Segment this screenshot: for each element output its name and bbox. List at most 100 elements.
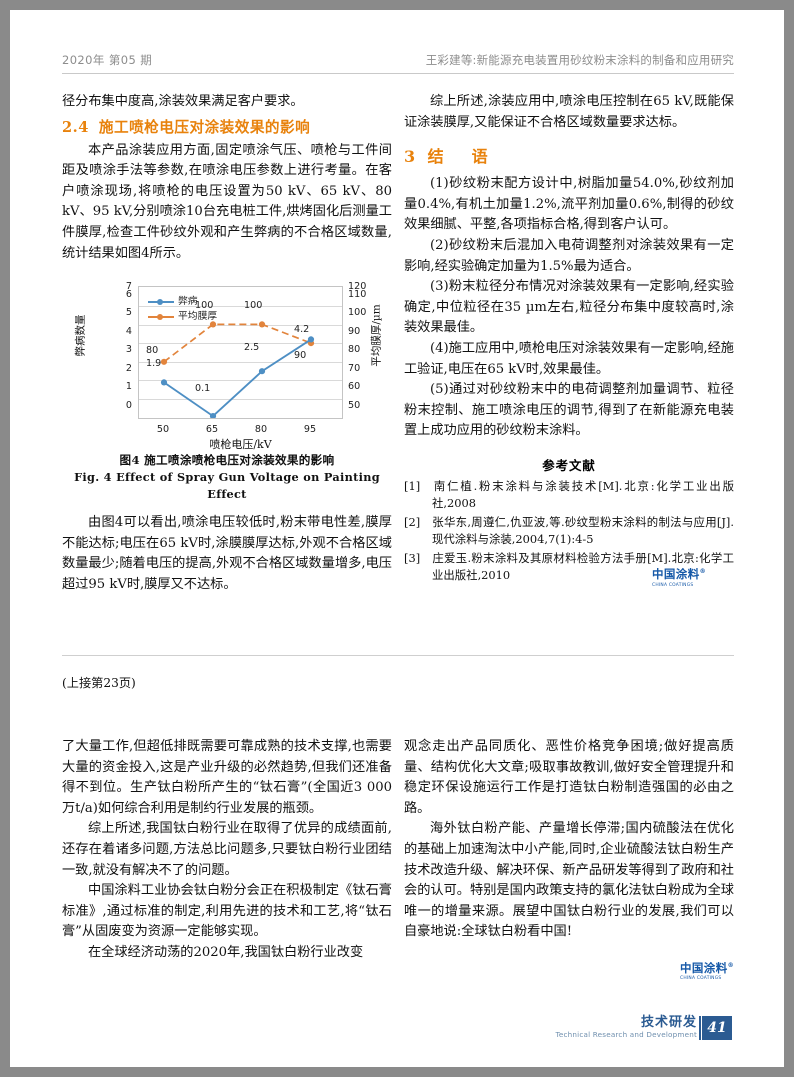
section-title-3: 结 语 — [427, 147, 494, 167]
bottom-left-column: 了大量工作,但超低排既需要可靠成熟的技术支撑,也需要大量的资金投入,这是产业升级… — [62, 737, 392, 964]
section-number: 2.4 — [62, 118, 89, 136]
legend-label-thickness: 平均膜厚 — [178, 311, 218, 323]
x-tick-80: 80 — [254, 424, 268, 436]
data-label-defect-65: 0.1 — [195, 383, 211, 395]
top-right-column: 综上所述,涂装应用中,喷涂电压控制在65 kV,既能保证涂装膜厚,又能保证不合格… — [404, 92, 734, 588]
bottom-paragraph-r1: 观念走出产品同质化、恶性价格竞争困境;做好提高质量、结构优化大文章;吸取事故教训… — [404, 739, 734, 816]
y2-tick-90: 90 — [348, 326, 361, 338]
reference-number-3: [3] — [404, 550, 421, 565]
legend-item-defect: 弊病 — [148, 294, 217, 309]
continued-from-note: (上接第23页) — [62, 676, 136, 690]
x-axis-label: 喷枪电压/kV — [209, 438, 272, 452]
legend-label-defect: 弊病 — [178, 296, 198, 308]
section-title: 施工喷枪电压对涂装效果的影响 — [98, 118, 311, 136]
brand-logo-bottom-cn: 中国涂料® — [680, 960, 735, 975]
conclusion-item-2: (2)砂纹粉末后混加入电荷调整剂对涂装效果有一定影响,经实验确定加量为1.5%最… — [404, 237, 734, 274]
data-label-thickness-65: 100 — [195, 300, 214, 312]
reference-text-1: 南仁植.粉末涂料与涂装技术[M].北京:化学工业出版社,2008 — [432, 478, 734, 511]
reference-item-3: [3] 庄爱玉.粉末涂料及其原材料检验方法手册[M].北京:化学工业出版社,201… — [404, 550, 734, 588]
page-footer: 技术研发 Technical Research and Development … — [62, 1011, 732, 1051]
running-head-rule — [62, 73, 734, 74]
y2-tick-60: 60 — [348, 381, 361, 393]
brand-logo-bottom-en: CHINA COATINGS — [680, 975, 722, 981]
footer-section-label: 技术研发 Technical Research and Development — [555, 1015, 697, 1040]
chart-plot-area — [138, 286, 343, 420]
brand-logo-bottom: 中国涂料® CHINA COATINGS — [680, 957, 735, 981]
running-head: 2020年 第05 期 王彩建等:新能源充电装置用砂纹粉末涂料的制备和应用研究 — [62, 52, 734, 76]
y-tick-7: 7 — [125, 281, 132, 293]
data-label-thickness-80: 100 — [244, 300, 263, 312]
running-head-title: 王彩建等:新能源充电装置用砂纹粉末涂料的制备和应用研究 — [425, 53, 734, 67]
y2-tick-70: 70 — [348, 363, 361, 375]
section-number-3: 3 — [404, 147, 416, 167]
top-left-column: 径分布集中度高,涂装效果满足客户要求。 2.4 施工喷枪电压对涂装效果的影响 本产… — [62, 92, 392, 596]
legend-swatch-thickness-icon — [148, 312, 174, 322]
bottom-paragraph-r2: 海外钛白粉产能、产量增长停滞;国内硫酸法在优化的基础上加速淘汰中小产能,同时,企… — [404, 821, 734, 940]
x-tick-65: 65 — [205, 424, 219, 436]
section-heading-2-4: 2.4 施工喷枪电压对涂装效果的影响 — [62, 117, 392, 139]
brand-trademark-icon: ® — [699, 567, 707, 575]
y2-tick-110: 110 — [348, 289, 367, 301]
conclusion-item-5: (5)通过对砂纹粉末中的电荷调整剂加量调节、粒径粉末控制、施工喷涂电压的调节,得… — [404, 382, 734, 439]
footer-section-en: Technical Research and Development — [555, 1030, 697, 1039]
y2-tick-120: 120 — [348, 281, 367, 293]
data-label-defect-50: 1.9 — [146, 358, 162, 370]
x-tick-95: 95 — [303, 424, 317, 436]
article-separator — [62, 655, 734, 656]
y-tick-0: 0 — [125, 400, 132, 412]
figure-caption: 图4 施工喷涂喷枪电压对涂装效果的影响 Fig. 4 Effect of Spr… — [62, 452, 392, 503]
bottom-paragraph-l3: 中国涂料工业协会钛白粉分会正在积极制定《钛石膏标准》,通过标准的制定,利用先进的… — [62, 883, 392, 940]
y-tick-5: 5 — [125, 307, 132, 319]
brand-logo-en: CHINA COATINGS — [652, 582, 694, 588]
conclusion-item-1: (1)砂纹粉末配方设计中,树脂加量54.0%,砂纹剂加量0.4%,有机土加量1.… — [404, 176, 734, 233]
y-tick-4: 4 — [125, 326, 132, 338]
figure-caption-en: Fig. 4 Effect of Spray Gun Voltage on Pa… — [74, 470, 380, 502]
y2-tick-80: 80 — [348, 344, 361, 356]
running-head-issue: 2020年 第05 期 — [62, 53, 153, 67]
y2-tick-100: 100 — [348, 307, 367, 319]
reference-number-2: [2] — [404, 514, 421, 529]
conclusion-item-3: (3)粉末粒径分布情况对涂装效果有一定影响,经实验确定,中位粒径在35 µm左右… — [404, 279, 734, 336]
y-tick-3: 3 — [125, 344, 132, 356]
section-heading-3: 3 结 语 — [404, 146, 734, 168]
brand-trademark-bottom-icon: ® — [727, 962, 735, 970]
y-axis-label: 弊病数量 — [74, 314, 87, 357]
y2-tick-50: 50 — [348, 400, 361, 412]
reference-item-1: [1] 南仁植.粉末涂料与涂装技术[M].北京:化学工业出版社,2008 — [404, 478, 734, 513]
data-label-thickness-95: 90 — [294, 350, 307, 362]
reference-text-3: 庄爱玉.粉末涂料及其原材料检验方法手册[M].北京:化学工业出版社,2010 — [432, 550, 734, 582]
footer-section-cn: 技术研发 — [640, 1015, 697, 1030]
y-tick-1: 1 — [125, 381, 132, 393]
page-number: 41 — [707, 1020, 727, 1036]
paragraph-continued: 径分布集中度高,涂装效果满足客户要求。 — [62, 94, 304, 109]
figure-caption-cn: 图4 施工喷涂喷枪电压对涂装效果的影响 — [119, 453, 335, 468]
page-content: 2020年 第05 期 王彩建等:新能源充电装置用砂纹粉末涂料的制备和应用研究 … — [10, 10, 784, 1067]
bottom-paragraph-l1: 了大量工作,但超低排既需要可靠成熟的技术支撑,也需要大量的资金投入,这是产业升级… — [62, 739, 392, 816]
brand-logo-bottom-wrap: 中国涂料® CHINA COATINGS — [404, 943, 734, 983]
page-number-badge: 41 — [699, 1016, 732, 1040]
brand-logo-top: 中国涂料® CHINA COATINGS — [652, 566, 734, 588]
conclusion-item-4: (4)施工应用中,喷枪电压对涂装效果有一定影响,经施工验证,电压在65 kV时,… — [404, 340, 734, 377]
paragraph-2-4-2: 由图4可以看出,喷涂电压较低时,粉末带电性差,膜厚不能达标;电压在65 kV时,… — [62, 515, 392, 592]
chart-spray-voltage: 0 1 2 3 4 5 6 7 50 60 70 80 90 100 110 — [62, 276, 392, 451]
paragraph-summary: 综上所述,涂装应用中,喷涂电压控制在65 kV,既能保证涂装膜厚,又能保证不合格… — [404, 94, 734, 130]
paragraph-2-4-1: 本产品涂装应用方面,固定喷涂气压、喷枪与工件间距及喷涂手法等参数,在喷涂电压参数… — [62, 142, 392, 261]
data-label-defect-80: 2.5 — [244, 342, 260, 354]
data-label-defect-95: 4.2 — [294, 324, 310, 336]
chart-series-svg — [160, 321, 315, 419]
bottom-paragraph-l2: 综上所述,我国钛白粉行业在取得了优异的成绩面前,还存在着诸多问题,方法总比问题多… — [62, 821, 392, 878]
legend-swatch-defect-icon — [148, 297, 174, 307]
chart-legend: 弊病 平均膜厚 — [148, 294, 217, 324]
bottom-right-column: 观念走出产品同质化、恶性价格竞争困境;做好提高质量、结构优化大文章;吸取事故教训… — [404, 737, 734, 983]
y-tick-2: 2 — [125, 363, 132, 375]
legend-item-thickness: 平均膜厚 — [148, 309, 217, 324]
reference-number-1: [1] — [404, 478, 421, 493]
brand-logo-cn: 中国涂料® — [652, 566, 707, 581]
figure-4: 0 1 2 3 4 5 6 7 50 60 70 80 90 100 110 — [62, 276, 392, 503]
x-tick-50: 50 — [156, 424, 170, 436]
reference-text-2: 张华东,周遵仁,仇亚波,等.砂纹型粉末涂料的制法与应用[J].现代涂料与涂装,2… — [432, 514, 734, 547]
data-label-thickness-50: 80 — [146, 345, 159, 357]
footer-right: 技术研发 Technical Research and Development … — [555, 1015, 732, 1040]
references-heading: 参考文献 — [542, 457, 596, 473]
